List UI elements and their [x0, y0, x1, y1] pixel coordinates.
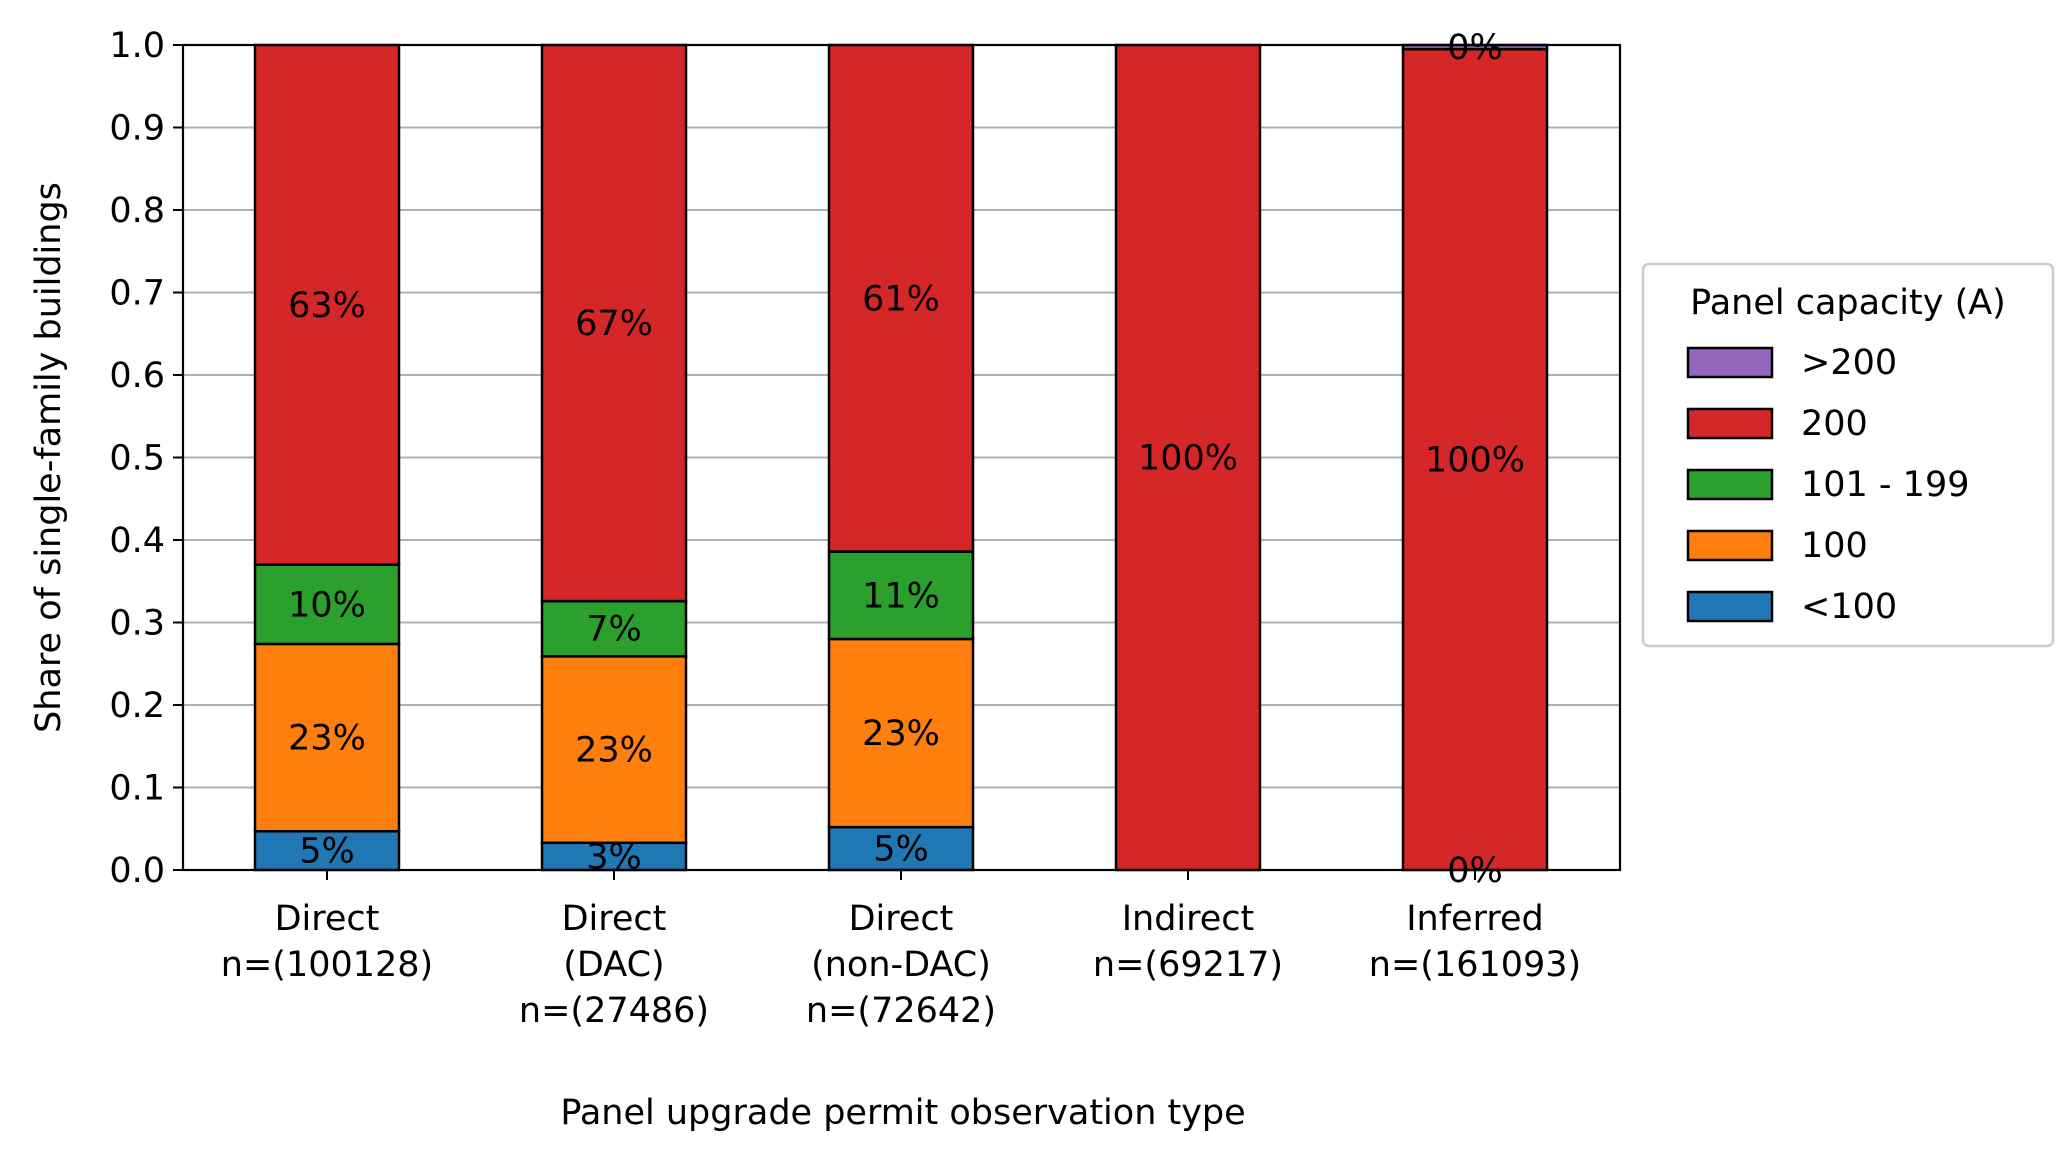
bar-segment: [1114, 43, 1262, 872]
segment-label: 23%: [862, 714, 940, 754]
bar-segment: [253, 43, 401, 566]
y-tick-label: 1.0: [109, 26, 165, 66]
legend-label: <100: [1801, 587, 1897, 627]
y-axis-label: Share of single-family buildings: [29, 182, 69, 733]
x-tick-label: Inferred: [1406, 899, 1544, 939]
segment-label: 67%: [575, 304, 653, 344]
x-tick-label: n=(161093): [1369, 945, 1581, 985]
legend-swatch: [1686, 529, 1774, 562]
y-tick-label: 0.5: [109, 439, 165, 479]
segment-label: 100%: [1138, 439, 1238, 479]
legend-label: 200: [1801, 404, 1868, 444]
y-tick-label: 0.7: [109, 274, 165, 314]
legend-label: 100: [1801, 526, 1868, 566]
x-tick-label: n=(27486): [519, 991, 709, 1031]
bar-segment: [540, 43, 688, 603]
segment-label: 23%: [288, 719, 366, 759]
segment-label: 11%: [862, 576, 940, 616]
x-tick-label: Direct: [562, 899, 667, 939]
x-axis-label: Panel upgrade permit observation type: [560, 1093, 1245, 1133]
x-tick-label: (non-DAC): [811, 945, 991, 985]
x-tick-label: n=(100128): [221, 945, 433, 985]
x-tick-label: Direct: [275, 899, 380, 939]
segment-label: 100%: [1425, 441, 1525, 481]
x-tick-label: Direct: [849, 899, 954, 939]
y-tick-label: 0.1: [109, 769, 165, 809]
x-tick-label: (DAC): [563, 945, 664, 985]
segment-label: 5%: [299, 832, 355, 872]
bar-segment: [827, 43, 975, 553]
y-tick-label: 0.9: [109, 109, 165, 149]
legend-swatch: [1686, 468, 1774, 501]
segment-label: 7%: [586, 610, 642, 650]
legend-swatch: [1686, 590, 1774, 623]
x-tick-label: Indirect: [1122, 899, 1255, 939]
segment-label: 23%: [575, 731, 653, 771]
legend-title: Panel capacity (A): [1690, 283, 2006, 323]
legend-label: 101 - 199: [1801, 465, 1970, 505]
y-tick-label: 0.4: [109, 521, 165, 561]
segment-label: 63%: [288, 286, 366, 326]
bar-segment: [827, 550, 975, 641]
y-tick-label: 0.0: [109, 851, 165, 891]
legend-swatch: [1686, 346, 1774, 379]
segment-labels: 5%23%10%63%3%23%7%67%5%23%11%61%100% 100%…: [288, 28, 1525, 891]
bar-segment: [827, 637, 975, 829]
segment-label: 5%: [873, 830, 929, 870]
y-tick-label: 0.3: [109, 604, 165, 644]
segment-label: 61%: [862, 279, 940, 319]
y-tick-label: 0.6: [109, 356, 165, 396]
y-axis: 0.0 0.1 0.2 0.3 0.4 0.5 0.6 0.7 0.8 0.9 1.0: [109, 26, 183, 891]
legend-swatch: [1686, 407, 1774, 440]
segment-label: 10%: [288, 585, 366, 625]
segment-label: 0%: [1447, 28, 1503, 68]
y-tick-label: 0.2: [109, 686, 165, 726]
x-tick-label: n=(69217): [1093, 945, 1283, 985]
x-axis: Direct n=(100128) Direct (DAC) n=(27486) Dire…: [221, 870, 1581, 1031]
y-tick-label: 0.8: [109, 191, 165, 231]
legend-label: >200: [1801, 343, 1897, 383]
x-tick-label: n=(72642): [806, 991, 996, 1031]
bar-segment: [253, 642, 401, 833]
bars: [253, 43, 1549, 872]
legend: Panel capacity (A) >200 200 101 - 199 100 <10…: [1641, 262, 2055, 648]
bar-segment: [253, 829, 401, 872]
bar-segment: [253, 563, 401, 646]
